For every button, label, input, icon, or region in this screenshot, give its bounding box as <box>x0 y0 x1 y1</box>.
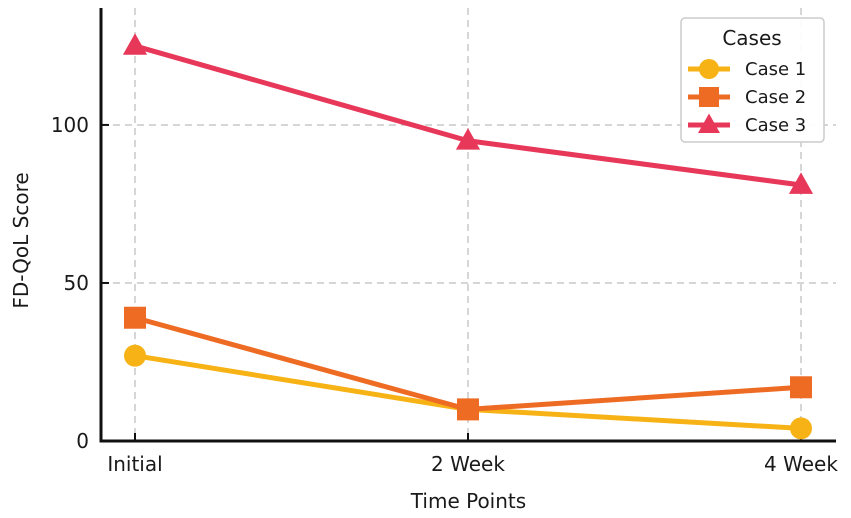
series-2 <box>124 306 812 421</box>
legend-label-1: Case 1 <box>745 59 806 80</box>
y-tick-label-0: 0 <box>76 429 89 453</box>
series-3-point-1 <box>455 128 481 150</box>
legend-item-1: Case 1 <box>688 59 806 80</box>
series-3-point-0 <box>122 33 148 55</box>
legend-items: Case 1 Case 2 Case 3 <box>688 59 806 136</box>
legend-item-2: Case 2 <box>688 87 806 108</box>
series-1-point-0 <box>124 344 146 367</box>
y-tick-label-1: 50 <box>64 271 89 295</box>
x-tick-label-0: Initial <box>107 452 162 476</box>
series-2-point-1 <box>457 398 479 421</box>
x-tick-label-2: 4 Week <box>764 452 838 476</box>
series-2-point-2 <box>790 376 812 399</box>
series-layer <box>122 33 814 440</box>
ticks: 0 50 100 Initial 2 Week 4 Week <box>51 113 839 476</box>
legend-title: Cases <box>722 26 781 50</box>
legend: Cases Case 1 Case 2 Case 3 <box>680 17 825 143</box>
legend-label-3: Case 3 <box>745 115 806 136</box>
legend-marker-2 <box>699 87 719 107</box>
legend-label-2: Case 2 <box>745 87 806 108</box>
y-axis-title: FD-QoL Score <box>9 172 33 308</box>
x-axis-title: Time Points <box>410 489 526 513</box>
x-tick-label-1: 2 Week <box>431 452 505 476</box>
series-1-point-2 <box>790 417 812 440</box>
legend-box <box>680 17 825 143</box>
series-3 <box>122 33 814 194</box>
legend-marker-1 <box>699 59 719 79</box>
y-tick-label-2: 100 <box>51 113 89 137</box>
series-2-point-0 <box>124 306 146 329</box>
legend-item-3: Case 3 <box>688 113 806 136</box>
series-3-point-2 <box>788 172 814 194</box>
legend-marker-3 <box>698 113 720 134</box>
